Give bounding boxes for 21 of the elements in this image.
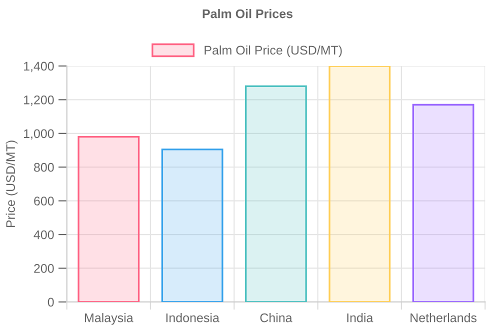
y-tick-label: 1,400 [24, 62, 54, 72]
bar [161, 148, 224, 302]
chart-title: Palm Oil Prices [202, 9, 292, 18]
y-tick-label: 1,200 [24, 96, 54, 106]
y-tick-label: 200 [34, 264, 54, 273]
y-tick-label: 800 [34, 162, 54, 172]
y-axis-title: Price (USD/MT) [6, 140, 18, 228]
y-tick-label: 600 [34, 196, 54, 206]
bar [412, 104, 474, 302]
bar [78, 136, 140, 302]
legend-label: Palm Oil Price (USD/MT) [204, 45, 342, 58]
x-tick-label: India [347, 313, 374, 322]
y-tick-label: 0 [48, 298, 54, 307]
bar [245, 85, 307, 302]
x-tick-label: China [260, 313, 292, 322]
y-tick-label: 400 [34, 230, 54, 240]
bar [328, 66, 391, 302]
x-tick-label: Indonesia [166, 313, 220, 322]
x-tick-label: Malaysia [85, 313, 134, 325]
y-tick-label: 1,000 [24, 129, 54, 140]
x-tick-label: Netherlands [410, 313, 477, 322]
